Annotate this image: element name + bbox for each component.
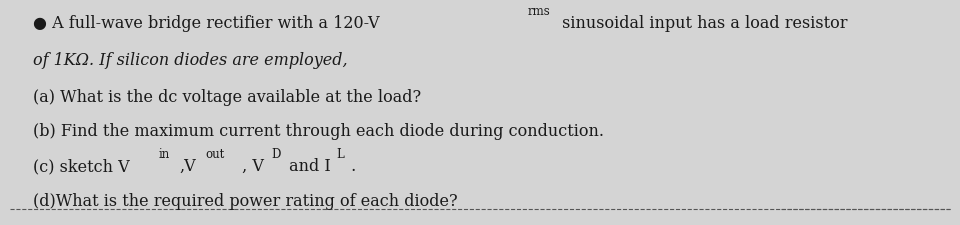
Text: in: in [158,147,170,160]
Text: and I: and I [284,157,331,174]
Text: .: . [347,157,357,174]
Text: (a) What is the dc voltage available at the load?: (a) What is the dc voltage available at … [33,88,421,105]
Text: ● A full-wave bridge rectifier with a 120-V: ● A full-wave bridge rectifier with a 12… [33,15,379,32]
Text: ,V: ,V [179,157,196,174]
Text: out: out [205,147,225,160]
Text: of 1KΩ. If silicon diodes are employed,: of 1KΩ. If silicon diodes are employed, [33,52,348,68]
Text: (d)What is the required power rating of each diode?: (d)What is the required power rating of … [33,192,458,209]
Text: , V: , V [237,157,264,174]
Text: D: D [271,147,280,160]
Text: (c) sketch V: (c) sketch V [33,157,130,174]
Text: (b) Find the maximum current through each diode during conduction.: (b) Find the maximum current through eac… [33,123,604,140]
Text: sinusoidal input has a load resistor: sinusoidal input has a load resistor [557,15,848,32]
Text: L: L [336,147,344,160]
Text: rms: rms [528,4,551,18]
